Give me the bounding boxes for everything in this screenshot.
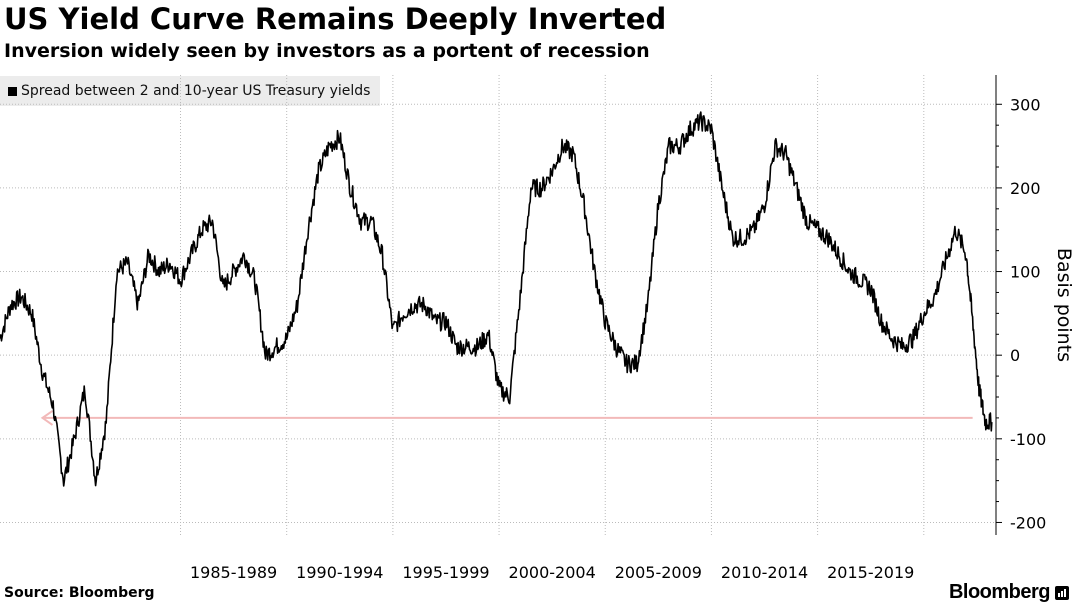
- y-tick-label: -100: [1010, 430, 1046, 449]
- grid-layer: [0, 75, 996, 535]
- chart-legend: Spread between 2 and 10-year US Treasury…: [0, 76, 381, 106]
- legend-label: Spread between 2 and 10-year US Treasury…: [21, 83, 371, 99]
- y-axis-title: Basis points: [1053, 248, 1075, 362]
- annotation-arrow-head: [40, 410, 54, 426]
- terminal-icon: [1055, 585, 1069, 600]
- y-tick-label: 300: [1010, 95, 1041, 114]
- axis-layer: 300 200 100 0 -100 -200 Basis points 1985-1989 1…: [190, 75, 1075, 582]
- x-tick-label: 1985-1989: [190, 563, 277, 582]
- chart-subtitle: Inversion widely seen by investors as a …: [4, 40, 650, 62]
- series-line: [0, 111, 993, 487]
- y-tick-label: 100: [1010, 263, 1041, 282]
- x-tick-label: 2000-2004: [509, 563, 596, 582]
- y-tick-label: 200: [1010, 179, 1041, 198]
- x-tick-label: 1990-1994: [296, 563, 383, 582]
- legend-swatch-icon: [8, 86, 17, 96]
- brand-name: Bloomberg: [948, 581, 1051, 603]
- source-note: Source: Bloomberg: [4, 585, 155, 601]
- x-tick-label: 1995-1999: [402, 563, 489, 582]
- x-tick-label: 2015-2019: [827, 563, 914, 582]
- x-tick-label: 2005-2009: [615, 563, 702, 582]
- y-tick-label: 0: [1010, 346, 1020, 365]
- chart-title: US Yield Curve Remains Deeply Inverted: [4, 2, 667, 36]
- series-layer: [0, 111, 993, 487]
- brand-logo: Bloomberg: [949, 581, 1069, 604]
- annotation-layer: [40, 410, 973, 426]
- y-tick-label: -200: [1010, 513, 1046, 532]
- x-tick-label: 2010-2014: [721, 563, 808, 582]
